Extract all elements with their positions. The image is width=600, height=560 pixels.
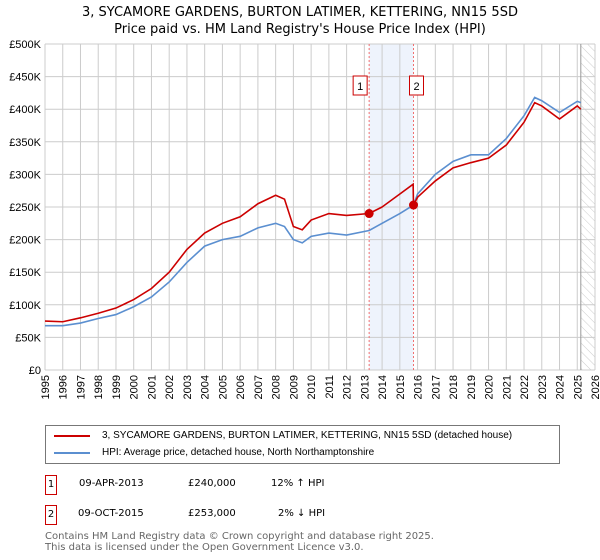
x-tick-label: 1997 [75,375,87,399]
legend: 3, SYCAMORE GARDENS, BURTON LATIMER, KET… [45,425,560,464]
x-tick-label: 2003 [182,375,194,399]
x-tick-label: 2015 [395,375,407,399]
x-tick-label: 2011 [324,375,336,399]
y-tick-label: £200K [9,235,41,247]
y-tick-label: £500K [9,39,41,51]
x-tick-label: 2018 [448,375,460,399]
date: 09-APR-2013 [79,478,144,489]
x-tick-label: 2001 [146,375,158,399]
hpi-series-line [45,96,582,327]
x-tick-label: 2025 [572,375,584,399]
hpi-change: 2% ↓ HPI [278,508,326,519]
price: £240,000 [188,478,236,489]
y-tick-label: £300K [9,169,41,181]
hpi-change: 12% ↑ HPI [271,478,325,489]
x-tick-label: 2022 [519,375,531,399]
chart-title: 3, SYCAMORE GARDENS, BURTON LATIMER, KET… [0,4,600,38]
x-tick-label: 2024 [555,375,567,399]
x-tick-label: 1998 [93,375,105,399]
x-tick-label: 1995 [40,375,52,399]
y-tick-label: £150K [9,267,41,279]
annotation-label: 1 [357,81,363,93]
date: 09-OCT-2015 [78,508,144,519]
x-tick-label: 2013 [359,375,371,399]
y-tick-label: £350K [9,137,41,149]
legend-item-property: 3, SYCAMORE GARDENS, BURTON LATIMER, KET… [54,430,512,441]
x-tick-label: 2010 [306,375,318,399]
annotation-label: 2 [413,81,419,93]
x-tick-label: 2019 [466,375,478,399]
x-tick-label: 1996 [58,375,70,399]
legend-item-hpi: HPI: Average price, detached house, Nort… [54,447,374,458]
x-tick-label: 2005 [217,375,229,399]
x-tick-label: 2014 [377,375,389,399]
x-tick-label: 2017 [430,375,442,399]
x-tick-label: 2023 [537,375,549,399]
footer: Contains HM Land Registry data © Crown c… [45,531,434,553]
blue-line-swatch [54,451,90,454]
subtitle-line: Price paid vs. HM Land Registry's House … [114,22,486,37]
y-tick-label: £250K [9,202,41,214]
x-tick-label: 1999 [111,375,123,399]
y-tick-label: £450K [9,72,41,84]
sale-point [409,200,418,210]
annotation-box [352,75,368,96]
x-tick-label: 2006 [235,375,247,399]
marker-badge: 2 [45,505,57,525]
x-tick-label: 2002 [164,375,176,399]
red-line-swatch [54,434,90,437]
footer-line: This data is licensed under the Open Gov… [45,542,364,553]
x-tick-label: 2008 [271,375,283,399]
x-tick-label: 2012 [342,375,354,399]
sale-point [364,209,374,219]
marker-badge: 1 [45,475,57,495]
x-tick-label: 2021 [501,375,513,399]
y-tick-label: £0 [29,365,41,377]
x-tick-label: 2009 [288,375,300,399]
y-tick-label: £400K [9,104,41,116]
legend-label: HPI: Average price, detached house, Nort… [102,447,375,458]
y-tick-label: £50K [15,332,41,344]
y-tick-label: £100K [9,300,41,312]
x-tick-label: 2004 [200,375,212,399]
property-series-line [44,101,582,323]
price: £253,000 [188,508,236,519]
legend-label: 3, SYCAMORE GARDENS, BURTON LATIMER, KET… [102,430,513,441]
footer-line: Contains HM Land Registry data © Crown c… [45,531,434,542]
price-chart: 1995 1996 1997 1998 1999 2000 2001 2002 2003 2004… [9,39,600,399]
annotation-box [409,75,424,96]
x-tick-label: 2000 [129,375,141,399]
x-tick-label: 2007 [253,375,265,399]
x-tick-label: 2020 [484,375,496,399]
x-tick-label: 2026 [590,375,600,399]
x-tick-label: 2016 [413,375,425,399]
title-line: 3, SYCAMORE GARDENS, BURTON LATIMER, KET… [82,5,518,20]
